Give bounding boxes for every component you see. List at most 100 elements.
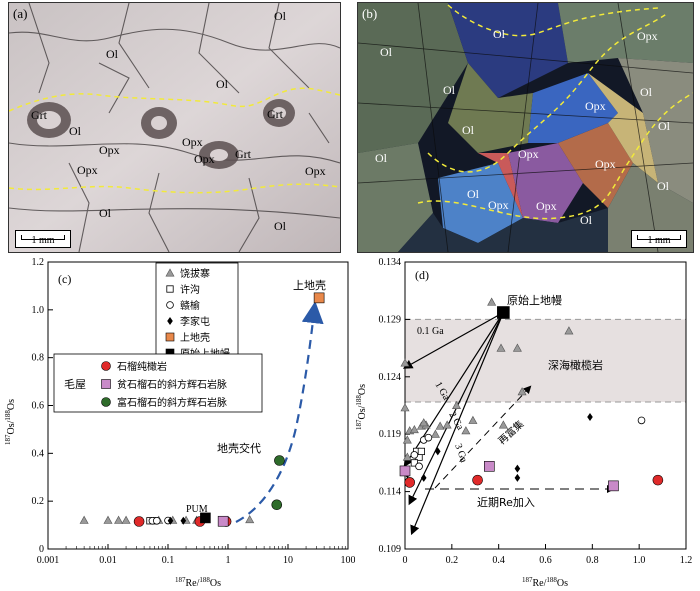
mineral-label: Opx (518, 147, 539, 161)
mineral-label: Ol (99, 206, 111, 220)
mineral-label: Grt (235, 147, 251, 161)
data-point (420, 473, 427, 482)
panel-letter: (d) (415, 268, 429, 282)
mineral-label: Ol (658, 119, 670, 133)
legend-localities: 饶拔寨许沟赣榆李家屯上地壳原始上地幔 (155, 262, 239, 365)
legend-marker (101, 379, 111, 389)
ocean-peridotite-band (405, 319, 686, 403)
y-tick-label: 0.134 (379, 257, 402, 268)
data-point (400, 403, 410, 412)
x-axis-label: 187Re/188Os (522, 576, 568, 589)
y-tick-label: 0 (39, 544, 44, 555)
legend-marker (101, 361, 111, 371)
legend-marker (167, 317, 173, 325)
mineral-label: Ol (106, 47, 118, 61)
scale-bar: 1 mm (15, 230, 71, 248)
data-point (121, 515, 131, 524)
legend-label: 贫石榴石的斜方辉石岩脉 (117, 378, 227, 391)
legend-marker (166, 301, 174, 309)
data-point (587, 412, 593, 421)
mineral-label: Grt (267, 107, 283, 121)
mineral-label: Ol (462, 123, 474, 137)
mineral-label: Grt (31, 108, 47, 122)
mineral-label: Opx (305, 164, 326, 178)
mineral-label: Opx (536, 199, 557, 213)
data-point (442, 420, 452, 429)
panel-b-micrograph (358, 3, 693, 252)
isochron-line (410, 312, 504, 536)
data-point (410, 451, 419, 459)
mineral-label: Ol (580, 213, 592, 227)
mineral-label: Ol (69, 124, 81, 138)
data-point (152, 516, 161, 525)
scale-bar: 1 mm (631, 230, 687, 248)
band-label: 深海橄榄岩 (548, 358, 603, 372)
data-point (200, 512, 211, 524)
mineral-label: Opx (77, 163, 98, 177)
x-tick-label: 0.001 (37, 555, 60, 566)
legend-label: 饶拔寨 (180, 267, 210, 280)
data-point (133, 516, 145, 527)
isochron-label: 0.1 Ga (417, 326, 444, 337)
mineral-label: Opx (585, 99, 606, 113)
data-point (472, 474, 483, 486)
data-point (402, 452, 412, 461)
data-point (415, 462, 423, 471)
data-point (274, 455, 285, 466)
y-axis-label: 187Os/188Os (355, 384, 368, 430)
data-point (564, 326, 574, 335)
legend-label: 李家屯 (180, 315, 210, 328)
data-point (487, 297, 497, 306)
data-point (512, 343, 522, 352)
data-point (409, 424, 419, 434)
mineral-label: Ol (375, 151, 387, 165)
data-point (496, 343, 506, 352)
mineral-label: Opx (595, 157, 616, 171)
x-tick-label: 1 (226, 555, 231, 566)
data-point (498, 420, 508, 429)
mineral-label: Opx (194, 152, 215, 166)
data-point (514, 473, 521, 482)
annotation-pum: PUM (186, 504, 208, 515)
panel-a-letter: (a) (13, 6, 28, 21)
x-tick-label: 0 (403, 555, 408, 566)
data-point (402, 435, 412, 444)
mineral-label: Ol (467, 187, 479, 201)
mineral-label: Ol (657, 179, 669, 193)
annotation-re-enrichment: 再富集 (495, 417, 526, 447)
data-point (608, 480, 619, 492)
x-axis-label: 187Re/188Os (175, 576, 221, 589)
y-tick-label: 0.109 (379, 544, 402, 555)
y-tick-label: 0.6 (32, 401, 45, 412)
mineral-label: Ol (443, 83, 455, 97)
data-point (424, 433, 433, 442)
y-tick-label: 0.129 (379, 314, 402, 325)
annotation-crust-metasomatism: 地壳交代 (217, 441, 261, 455)
data-point (468, 415, 478, 424)
x-tick-label: 1.2 (680, 555, 693, 566)
data-point (435, 421, 445, 430)
legend-label: 石榴纯橄岩 (117, 360, 167, 373)
data-point (114, 515, 124, 524)
data-point (180, 516, 187, 525)
panel-letter: (c) (58, 272, 71, 286)
y-tick-label: 0.4 (32, 448, 45, 459)
data-point (400, 358, 410, 367)
data-point (167, 516, 174, 525)
data-point (419, 418, 429, 427)
crust-trend-curve (235, 301, 324, 523)
legend-marker (101, 397, 111, 407)
annotation-pum: 原始上地幔 (507, 293, 562, 307)
y-tick-label: 0.124 (379, 372, 402, 383)
mineral-label: Opx (99, 143, 120, 157)
data-point (404, 477, 415, 488)
legend-marker (166, 285, 174, 293)
panel-b-photo: (b) Ol Ol Ol Ol Ol Ol Ol Ol Ol Ol Opx Op… (357, 2, 694, 253)
annotation-recent-re: 近期Re加入 (477, 496, 535, 509)
legend-label: 许沟 (180, 283, 200, 296)
data-point (271, 499, 283, 511)
data-point (652, 474, 664, 486)
data-point (497, 306, 510, 319)
data-point (417, 447, 425, 456)
data-point (452, 400, 462, 409)
